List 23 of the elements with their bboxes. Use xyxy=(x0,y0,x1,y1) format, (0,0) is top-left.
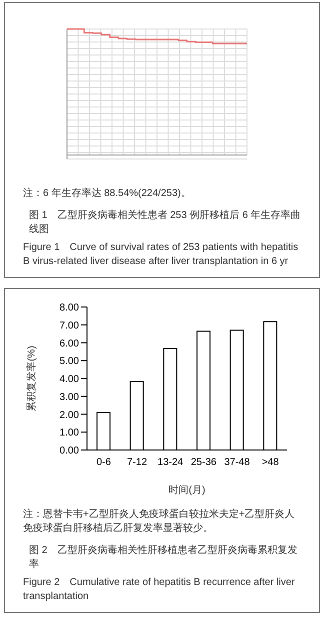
x-tick-label: 7-12 xyxy=(126,457,148,468)
y-tick-label: 8.00 xyxy=(60,302,80,314)
text: Figure 1 Curve of survival rates of 253 patients with hepatitis B virus-related liver disease after liver transplantation in 6 yr xyxy=(23,241,300,269)
y-tick-label: 6.00 xyxy=(60,338,80,350)
y-tick-label: 2.00 xyxy=(60,410,80,421)
text: 注：恩替卡韦+乙型肝炎人免疫球蛋白较拉米夫定+乙型肝炎人免疫球蛋白肝移植后乙肝复发率显著较少。 xyxy=(23,508,296,536)
text: 图 2 乙型肝炎病毒相关性肝移植患者乙型肝炎病毒累积复发率 xyxy=(29,544,298,572)
y-axis-title: 累积复发率(%) xyxy=(26,346,38,412)
text: 注：6 年生存率达 88.54%(224/253)。 xyxy=(23,187,192,201)
x-tick-label: 25-36 xyxy=(190,457,217,468)
y-tick-label: 5.00 xyxy=(60,356,80,368)
text: Figure 2 Cumulative rate of hepatitis B recurrence after liver transplantation xyxy=(23,576,296,604)
y-tick-label: 7.00 xyxy=(60,320,80,332)
y-tick-label: 0.00 xyxy=(60,446,80,457)
x-tick-label: 13-24 xyxy=(158,457,184,468)
x-tick-label: 37-48 xyxy=(224,457,250,468)
text: 图 1 乙型肝炎病毒相关性患者 253 例肝移植后 6 年生存率曲线图 xyxy=(29,209,301,237)
y-tick-label: 4.00 xyxy=(60,374,80,386)
y-tick-label: 1.00 xyxy=(60,428,80,439)
x-tick-label: 0-6 xyxy=(96,457,112,468)
x-axis-title: 时间(月) xyxy=(168,484,206,496)
x-tick-label: >48 xyxy=(262,457,280,468)
y-tick-label: 3.00 xyxy=(60,392,80,403)
